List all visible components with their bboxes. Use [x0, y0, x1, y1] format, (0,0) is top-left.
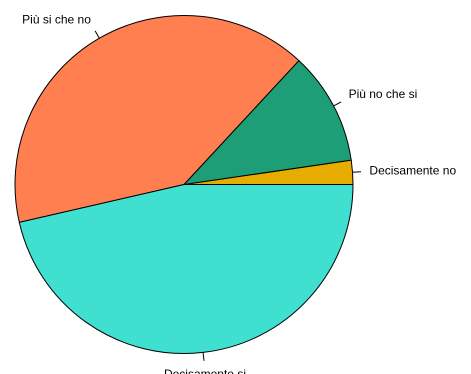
leader-line-4	[202, 352, 205, 361]
pie-slice-3	[14, 15, 300, 223]
slice-label-4: Decisamente si	[164, 367, 246, 374]
slice-labels: Decisamente no Più no che si Più si che no…	[22, 13, 456, 374]
leader-line-1	[352, 171, 362, 173]
leader-lines	[94, 30, 362, 361]
pie-slices	[14, 15, 354, 354]
slice-label-2: Più no che si	[349, 87, 418, 101]
slice-label-1: Decisamente no	[369, 163, 456, 177]
leader-line-2	[333, 101, 342, 107]
leader-line-3	[94, 30, 100, 39]
pie-slice-2	[183, 60, 352, 185]
slice-label-3: Più si che no	[22, 13, 91, 27]
